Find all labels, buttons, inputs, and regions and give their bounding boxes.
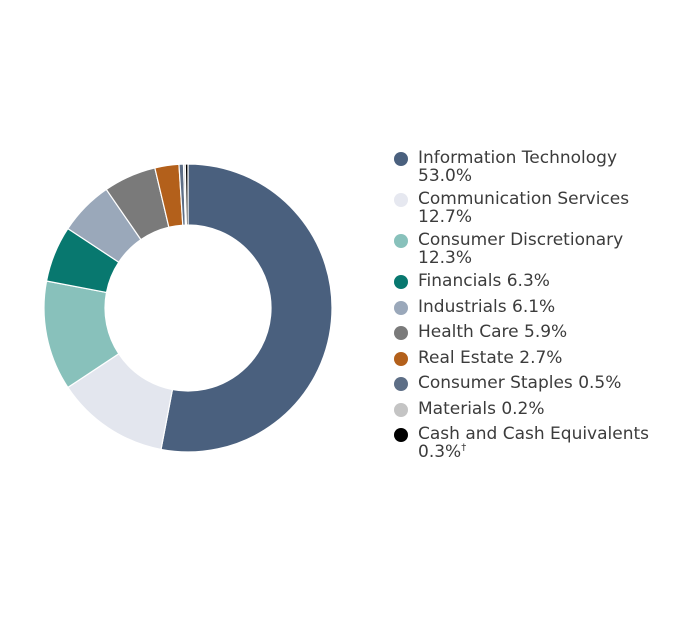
legend-value-text: 0.3% — [418, 441, 462, 462]
legend-item: Communication Services 12.7% — [392, 189, 677, 227]
legend-item: Consumer Discretionary 12.3% — [392, 230, 677, 268]
footnote-mark: † — [461, 441, 467, 453]
legend-label: Consumer Staples — [418, 373, 573, 393]
legend-item: Materials 0.2% — [392, 398, 677, 419]
legend-swatch — [394, 152, 408, 166]
legend-value: 0.3%† — [418, 441, 677, 462]
legend-value: 0.2% — [501, 399, 544, 419]
legend-label: Communication Services — [418, 189, 630, 209]
legend-swatch — [394, 234, 408, 248]
legend-value-text: 0.5% — [578, 373, 622, 393]
legend-label: Materials — [418, 398, 496, 419]
legend-value-text: 6.3% — [506, 271, 550, 291]
legend-swatch — [394, 377, 408, 391]
legend-value-text: 2.7% — [519, 347, 563, 368]
legend-item: Health Care 5.9% — [392, 322, 677, 342]
legend-value: 0.5% — [578, 373, 621, 393]
legend-swatch — [394, 193, 408, 207]
legend-value-text: 12.3% — [418, 247, 473, 268]
legend-value: 53.0% — [418, 165, 677, 186]
legend-swatch — [394, 326, 408, 340]
legend-value-text: 53.0% — [418, 165, 473, 186]
legend-swatch — [394, 351, 408, 366]
legend-item: Consumer Staples 0.5% — [392, 373, 677, 393]
legend-swatch — [394, 428, 408, 442]
legend-value-text: 0.2% — [501, 398, 545, 419]
legend-item: Financials 6.3% — [392, 271, 677, 291]
legend-swatch — [394, 300, 408, 315]
legend-item: Cash and Cash Equivalents 0.3%† — [392, 424, 677, 462]
legend-item: Real Estate 2.7% — [392, 347, 677, 368]
legend-swatch — [394, 275, 408, 289]
legend-label: Information Technology — [418, 148, 618, 168]
legend-label: Consumer Discretionary — [418, 230, 624, 250]
donut-slice-information-technology — [160, 163, 333, 453]
legend-item: Information Technology 53.0% — [392, 148, 677, 186]
legend-value: 2.7% — [519, 348, 562, 368]
legend-value: 12.7% — [418, 206, 677, 227]
legend-label: Cash and Cash Equivalents — [418, 424, 650, 444]
legend-label: Health Care — [418, 322, 519, 342]
legend-label: Financials — [418, 271, 502, 291]
chart-legend: Information Technology 53.0% Communicatio… — [392, 148, 677, 467]
legend-value: 5.9% — [524, 322, 567, 342]
legend-label: Industrials — [418, 296, 507, 317]
legend-item: Industrials 6.1% — [392, 296, 677, 317]
legend-swatch — [394, 402, 408, 417]
donut-chart — [43, 163, 333, 453]
legend-value-text: 5.9% — [524, 322, 568, 342]
legend-value: 12.3% — [418, 247, 677, 268]
legend-value: 6.1% — [512, 297, 555, 317]
legend-value-text: 6.1% — [512, 296, 556, 317]
legend-value: 6.3% — [507, 271, 550, 291]
donut-slice-cash-and-cash-equivalents — [184, 163, 189, 226]
legend-label: Real Estate — [418, 347, 514, 368]
legend-value-text: 12.7% — [418, 206, 473, 227]
